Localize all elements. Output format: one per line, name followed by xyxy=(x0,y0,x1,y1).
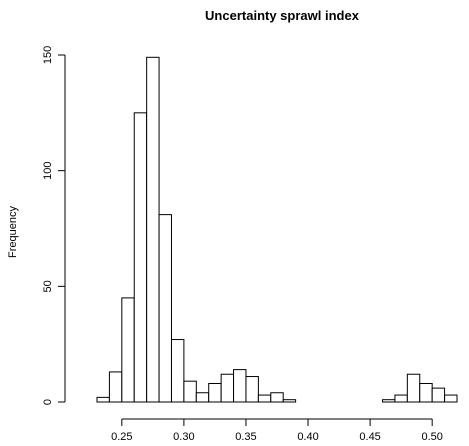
histogram-bar xyxy=(419,382,433,403)
x-tick-label: 0.35 xyxy=(235,431,256,443)
histogram-bar xyxy=(444,394,458,403)
y-tick-label: 100 xyxy=(42,161,54,179)
chart-title: Uncertainty sprawl index xyxy=(205,8,360,23)
histogram-bar xyxy=(270,392,284,403)
histogram-bar xyxy=(108,371,123,403)
x-axis: 0.25 0.30 0.35 0.40 0.45 0.50 xyxy=(111,418,443,443)
histogram-bar xyxy=(233,369,247,403)
histogram-bar xyxy=(96,396,110,403)
histogram-bar xyxy=(406,373,421,403)
histogram-bar xyxy=(195,392,210,403)
histogram-bar xyxy=(257,394,272,403)
x-tick-label: 0.45 xyxy=(359,431,380,443)
histogram-bar xyxy=(183,380,197,403)
y-axis-label: Frequency xyxy=(7,206,19,258)
histogram-bar xyxy=(121,297,135,403)
histogram-bar xyxy=(282,399,297,403)
x-tick-label: 0.30 xyxy=(173,431,194,443)
histogram-bar xyxy=(220,373,235,403)
bars-group xyxy=(96,56,458,403)
x-tick-label: 0.25 xyxy=(111,431,132,443)
histogram-bar xyxy=(431,387,446,403)
histogram-bar xyxy=(208,382,222,403)
x-tick-label: 0.40 xyxy=(297,431,318,443)
histogram-bar xyxy=(382,399,396,403)
histogram-bar xyxy=(245,376,259,403)
histogram-bar xyxy=(158,214,172,403)
y-tick-label: 150 xyxy=(42,46,54,64)
histogram-bar xyxy=(133,112,148,403)
histogram-bar xyxy=(170,339,185,403)
histogram-bar xyxy=(146,56,160,403)
y-tick-label: 0 xyxy=(42,399,54,405)
x-tick-label: 0.50 xyxy=(421,431,442,443)
histogram-bar xyxy=(394,394,408,403)
y-axis: 0 50 100 150 xyxy=(42,46,66,405)
y-tick-label: 50 xyxy=(42,280,54,292)
